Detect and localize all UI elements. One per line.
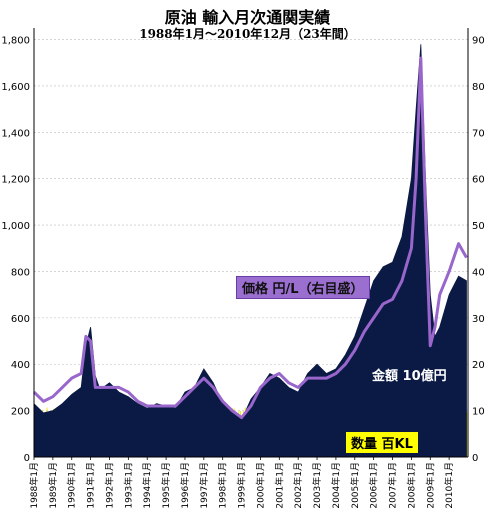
y2-tick-label: 60 bbox=[472, 175, 485, 186]
y-axis-right-ticks: 0 10 20 30 40 50 60 70 80 90 bbox=[472, 36, 485, 464]
y2-tick-label: 70 bbox=[472, 128, 485, 139]
price-line bbox=[32, 56, 468, 420]
y-axis-left-ticks: 0 200 400 600 800 1,000 1,200 1,400 1,600 1,800 bbox=[1, 36, 30, 464]
y-tick-label: 1,800 bbox=[1, 36, 30, 47]
y2-tick-label: 20 bbox=[472, 360, 485, 371]
amount-series-label: 金額 10億円 bbox=[372, 369, 447, 384]
x-tick-label: 1995年1月 bbox=[160, 462, 172, 509]
y2-tick-label: 90 bbox=[472, 36, 485, 47]
x-tick-label: 1996年1月 bbox=[179, 462, 191, 509]
y-tick-label: 600 bbox=[11, 314, 30, 325]
y-tick-label: 0 bbox=[24, 453, 30, 464]
chart-subtitle: 1988年1月～2010年12月（23年間） bbox=[139, 27, 356, 41]
x-tick-label: 1992年1月 bbox=[103, 462, 115, 509]
x-tick-label: 2002年1月 bbox=[292, 462, 304, 509]
x-tick-label: 2001年1月 bbox=[273, 462, 285, 509]
x-tick-label: 2010年1月 bbox=[443, 462, 455, 509]
y-tick-label: 1,000 bbox=[1, 221, 30, 232]
x-tick-label: 1989年1月 bbox=[47, 462, 59, 509]
price-series-line bbox=[32, 56, 468, 420]
x-tick-label: 2003年1月 bbox=[311, 462, 323, 509]
y2-tick-label: 40 bbox=[472, 267, 485, 278]
y2-tick-label: 10 bbox=[472, 407, 485, 418]
quantity-series-label: 数量 百KL bbox=[346, 432, 418, 453]
x-tick-label: 1997年1月 bbox=[198, 462, 210, 509]
x-tick-label: 2005年1月 bbox=[349, 462, 361, 509]
x-tick-label: 1994年1月 bbox=[141, 462, 153, 509]
amount-series-area bbox=[33, 44, 467, 458]
y-tick-label: 1,400 bbox=[1, 128, 30, 139]
x-tick-label: 1988年1月 bbox=[28, 462, 40, 509]
x-tick-label: 2008年1月 bbox=[405, 462, 417, 509]
y2-tick-label: 0 bbox=[472, 453, 478, 464]
y2-tick-label: 30 bbox=[472, 314, 485, 325]
x-tick-label: 2007年1月 bbox=[387, 462, 399, 509]
y-tick-label: 1,200 bbox=[1, 175, 30, 186]
y2-tick-label: 80 bbox=[472, 82, 485, 93]
x-tick-label: 1990年1月 bbox=[66, 462, 78, 509]
x-tick-label: 1991年1月 bbox=[85, 462, 97, 509]
x-tick-label: 2000年1月 bbox=[254, 462, 266, 509]
y2-tick-label: 50 bbox=[472, 221, 485, 232]
chart-title: 原油 輸入月次通関実績 bbox=[164, 8, 331, 27]
x-tick-label: 1998年1月 bbox=[217, 462, 229, 509]
price-series-label: 価格 円/L（右目盛） bbox=[236, 276, 370, 299]
x-tick-label: 1999年1月 bbox=[236, 462, 248, 509]
x-tick-label: 2006年1月 bbox=[368, 462, 380, 509]
x-tick-label: 2004年1月 bbox=[330, 462, 342, 509]
amount-area bbox=[33, 44, 467, 458]
y-tick-label: 200 bbox=[11, 407, 30, 418]
x-axis-ticks: 1988年1月 1989年1月 1990年1月 1991年1月 1992年1月 1993年… bbox=[28, 457, 455, 509]
x-tick-label: 1993年1月 bbox=[122, 462, 134, 509]
x-tick-label: 2009年1月 bbox=[424, 462, 436, 509]
y-tick-label: 400 bbox=[11, 360, 30, 371]
y-tick-label: 1,600 bbox=[1, 82, 30, 93]
axes bbox=[33, 28, 469, 458]
y-tick-label: 800 bbox=[11, 267, 30, 278]
